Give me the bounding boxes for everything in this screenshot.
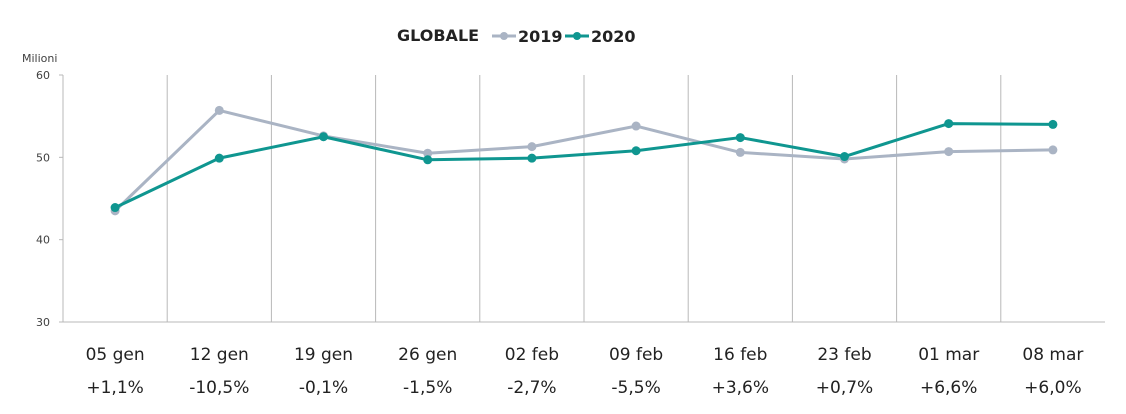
data-point-2020 (214, 153, 224, 163)
series-line-2019 (114, 108, 1053, 212)
chart-title: GLOBALE (397, 26, 479, 45)
grid (166, 75, 1002, 322)
data-point-2019 (735, 147, 745, 157)
percent-change-label: +6,0% (1024, 378, 1081, 398)
data-point-2020 (110, 203, 120, 213)
x-category-label: 05 gen (86, 345, 145, 365)
category-labels: 05 gen +1,1% 12 gen -10,5% 19 gen -0,1% 26 gen… (86, 345, 1084, 398)
data-point-2020 (840, 152, 849, 162)
percent-change-label: +6,6% (920, 378, 977, 398)
data-point-2019 (944, 147, 954, 157)
data-point-2020 (631, 146, 641, 156)
data-point-2020 (944, 119, 954, 129)
y-tick-label: 30 (36, 316, 50, 329)
x-category-label: 19 gen (294, 345, 353, 365)
x-category-label: 02 feb (505, 345, 559, 365)
data-point-2020 (527, 153, 537, 163)
y-tick-label: 40 (36, 234, 50, 247)
x-category-label: 08 mar (1022, 345, 1083, 365)
y-tick-label: 50 (36, 151, 50, 164)
percent-change-label: -5,5% (611, 378, 660, 398)
y-tick-label: 60 (36, 69, 50, 82)
data-point-2020 (423, 155, 433, 165)
data-point-2019 (1048, 145, 1058, 155)
x-category-label: 12 gen (190, 345, 249, 365)
axes: 30 40 50 60 (36, 69, 1105, 329)
percent-change-label: +1,1% (86, 378, 143, 398)
percent-change-label: +0,7% (816, 378, 873, 398)
data-point-2019 (423, 148, 433, 158)
percent-change-label: -0,1% (299, 378, 348, 398)
data-point-2020 (1048, 119, 1058, 129)
x-category-label: 23 feb (817, 345, 871, 365)
series-2020 (110, 119, 1058, 213)
x-category-label: 26 gen (398, 345, 457, 365)
percent-change-label: +3,6% (712, 378, 769, 398)
percent-change-label: -2,7% (507, 378, 556, 398)
data-point-2020 (319, 132, 328, 142)
data-point-2020 (735, 133, 745, 143)
data-point-2019 (631, 121, 641, 131)
series (110, 105, 1058, 216)
x-category-label: 01 mar (918, 345, 979, 365)
legend-label-2020: 2020 (591, 27, 636, 46)
percent-change-label: -10,5% (189, 378, 249, 398)
y-axis-unit-label: Milioni (22, 52, 57, 65)
legend-label-2019: 2019 (518, 27, 563, 46)
percent-change-label: -1,5% (403, 378, 452, 398)
data-point-2019 (214, 105, 224, 115)
legend-marker-2020 (573, 32, 581, 40)
data-point-2019 (527, 142, 537, 152)
legend: 2019 2020 (492, 27, 636, 46)
x-category-label: 09 feb (609, 345, 663, 365)
x-category-label: 16 feb (713, 345, 767, 365)
legend-marker-2019 (500, 32, 508, 40)
series-line-2020 (114, 122, 1053, 209)
